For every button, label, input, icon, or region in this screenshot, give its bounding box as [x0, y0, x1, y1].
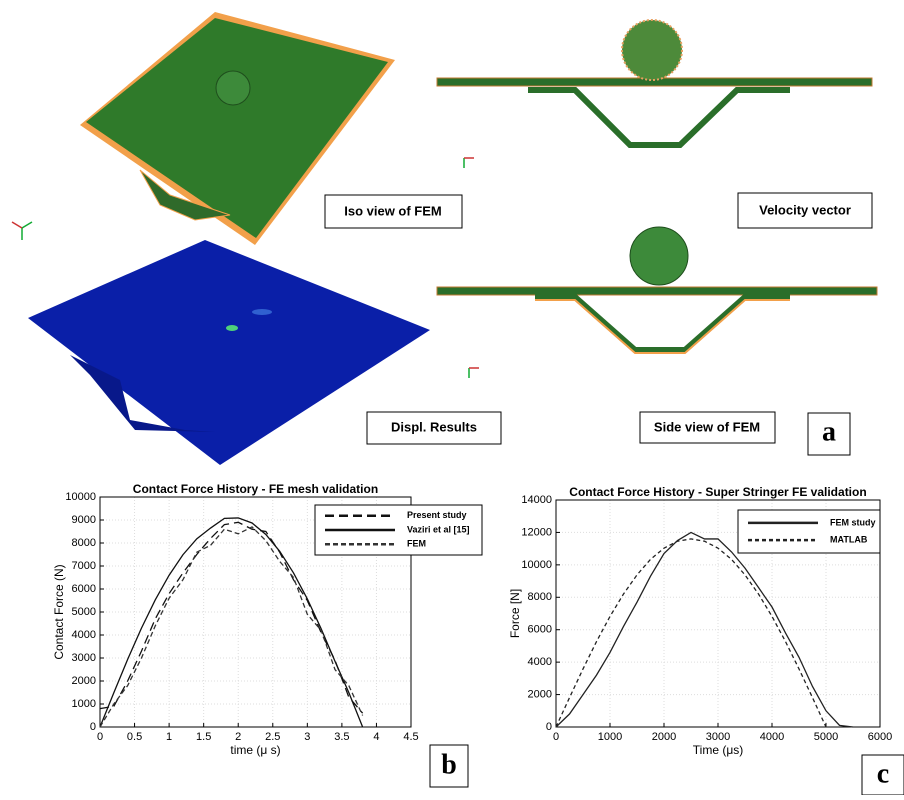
x-tick-label: 3 [304, 731, 310, 743]
y-tick-label: 12000 [521, 526, 552, 538]
figure: Iso view of FEM Velocity vector Displ. R… [0, 0, 904, 795]
legend-label: FEM [407, 539, 426, 549]
y-tick-label: 0 [90, 721, 96, 733]
x-tick-label: 2 [235, 731, 241, 743]
x-tick-label: 5000 [814, 731, 838, 743]
x-axis-label: time (μ s) [230, 743, 280, 757]
x-axis-label: Time (μs) [693, 743, 743, 757]
y-tick-label: 5000 [72, 606, 96, 618]
y-axis-label: Contact Force (N) [52, 564, 66, 659]
y-tick-label: 2000 [72, 675, 96, 687]
y-tick-label: 0 [546, 721, 552, 733]
y-tick-label: 6000 [528, 624, 552, 636]
panel-label: Velocity vector [759, 202, 851, 217]
y-tick-label: 4000 [528, 656, 552, 668]
y-tick-label: 7000 [72, 560, 96, 572]
panel-letter: b [441, 749, 457, 780]
x-tick-label: 3000 [706, 731, 730, 743]
y-tick-label: 8000 [72, 537, 96, 549]
panel-letter: a [822, 416, 836, 447]
x-tick-label: 2.5 [265, 731, 280, 743]
x-tick-label: 4 [373, 731, 379, 743]
y-tick-label: 3000 [72, 652, 96, 664]
x-tick-label: 4000 [760, 731, 784, 743]
legend-label: FEM study [830, 517, 876, 527]
x-tick-label: 3.5 [334, 731, 349, 743]
y-tick-label: 6000 [72, 583, 96, 595]
panel-label: Side view of FEM [654, 419, 760, 434]
y-tick-label: 10000 [521, 559, 552, 571]
legend-label: MATLAB [830, 534, 868, 544]
chart-title: Contact Force History - Super Stringer F… [569, 485, 866, 499]
x-tick-label: 2000 [652, 731, 676, 743]
y-tick-label: 1000 [72, 698, 96, 710]
x-tick-label: 6000 [868, 731, 892, 743]
y-tick-label: 14000 [521, 494, 552, 506]
legend-label: Vaziri et al [15] [407, 524, 470, 534]
y-tick-label: 10000 [65, 491, 96, 503]
chart-title: Contact Force History - FE mesh validati… [133, 482, 378, 496]
y-tick-label: 9000 [72, 514, 96, 526]
panel-label: Displ. Results [391, 419, 477, 434]
y-axis-label: Force [N] [508, 589, 522, 638]
x-tick-label: 1000 [598, 731, 622, 743]
x-tick-label: 0.5 [127, 731, 142, 743]
y-tick-label: 2000 [528, 688, 552, 700]
x-tick-label: 4.5 [403, 731, 418, 743]
y-tick-label: 8000 [528, 591, 552, 603]
x-tick-label: 1.5 [196, 731, 211, 743]
y-tick-label: 4000 [72, 629, 96, 641]
panel-label: Iso view of FEM [344, 203, 442, 218]
x-tick-label: 0 [97, 731, 103, 743]
legend-label: Present study [407, 510, 467, 520]
panel-letter: c [877, 758, 889, 789]
x-tick-label: 0 [553, 731, 559, 743]
x-tick-label: 1 [166, 731, 172, 743]
fem-illustrations [12, 12, 877, 465]
